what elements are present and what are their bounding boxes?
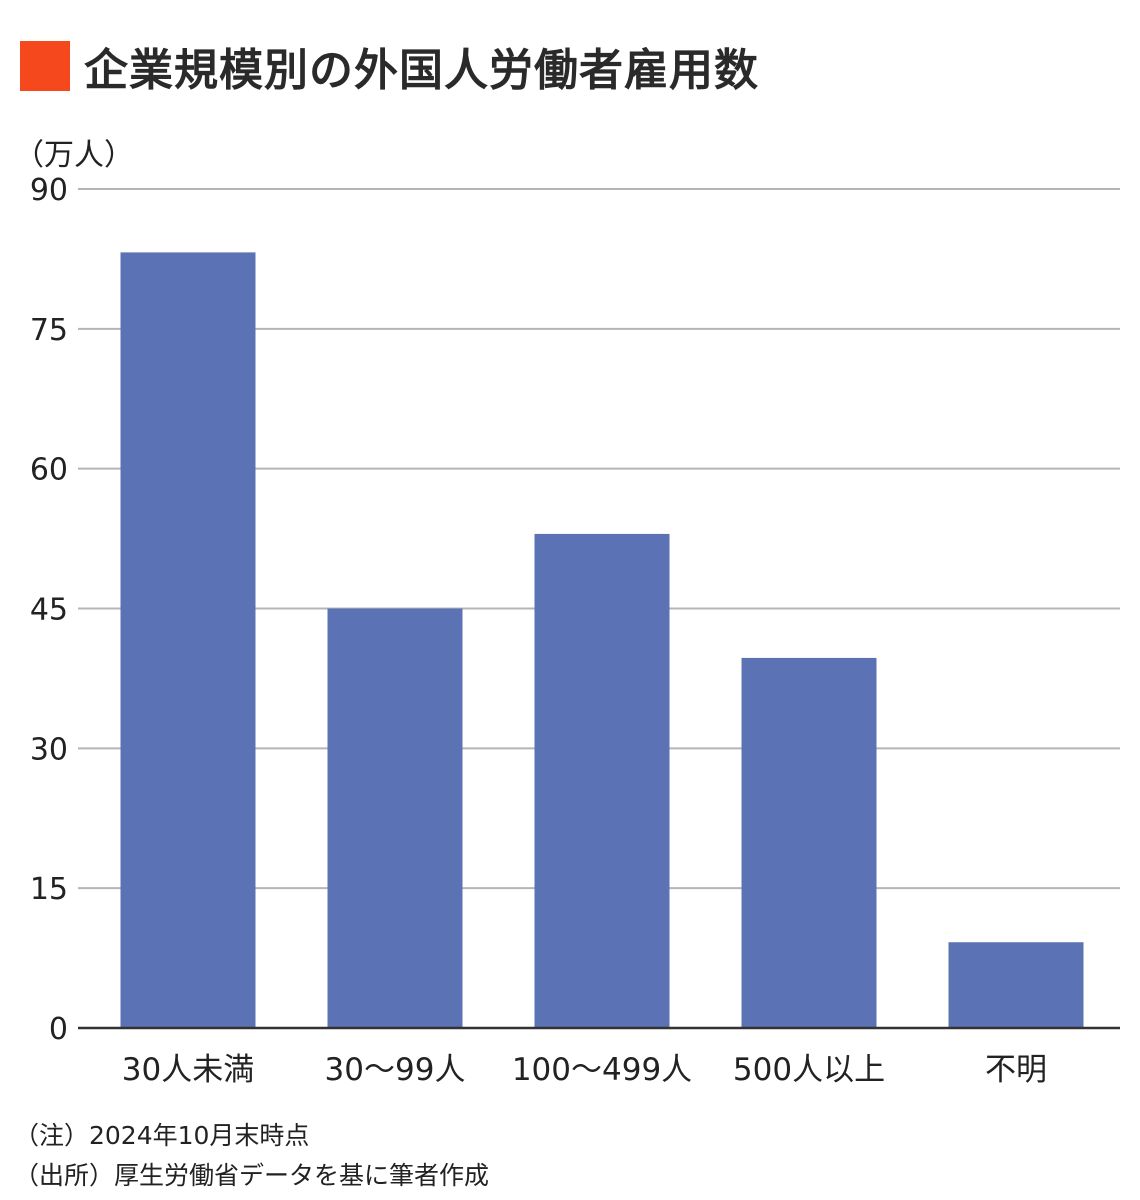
y-tick-label: 30 <box>30 732 68 767</box>
bar <box>741 657 877 1028</box>
bars <box>120 252 1084 1028</box>
y-tick-label: 60 <box>30 453 68 488</box>
bar <box>948 942 1084 1028</box>
y-axis-unit-label: （万人） <box>14 138 134 173</box>
y-tick-label: 90 <box>30 173 68 208</box>
y-tick-label: 0 <box>49 1012 68 1047</box>
y-tick-label: 45 <box>30 593 68 628</box>
x-tick-label: 500人以上 <box>733 1052 885 1088</box>
bar <box>120 252 256 1028</box>
title-accent-square <box>20 41 70 91</box>
bar-chart: 0 15 30 45 60 75 90 30人未満 30〜99人 100〜499人 500人以上 不… <box>30 173 1120 1088</box>
y-tick-label: 75 <box>30 313 68 348</box>
bar <box>534 533 670 1028</box>
x-tick-label: 不明 <box>985 1052 1047 1088</box>
y-axis-ticks: 0 15 30 45 60 75 90 <box>30 173 68 1047</box>
x-axis-ticks: 30人未満 30〜99人 100〜499人 500人以上 不明 <box>122 1052 1047 1088</box>
footnote-source: （出所）厚生労働省データを基に筆者作成 <box>14 1161 490 1190</box>
x-tick-label: 30〜99人 <box>325 1052 466 1088</box>
x-tick-label: 30人未満 <box>122 1052 254 1088</box>
x-tick-label: 100〜499人 <box>512 1052 692 1088</box>
chart-title-block: 企業規模別の外国人労働者雇用数 <box>20 40 759 96</box>
bar <box>327 608 463 1028</box>
y-tick-label: 15 <box>30 872 68 907</box>
chart-title: 企業規模別の外国人労働者雇用数 <box>84 45 759 96</box>
footnote-date: （注）2024年10月末時点 <box>14 1121 310 1150</box>
